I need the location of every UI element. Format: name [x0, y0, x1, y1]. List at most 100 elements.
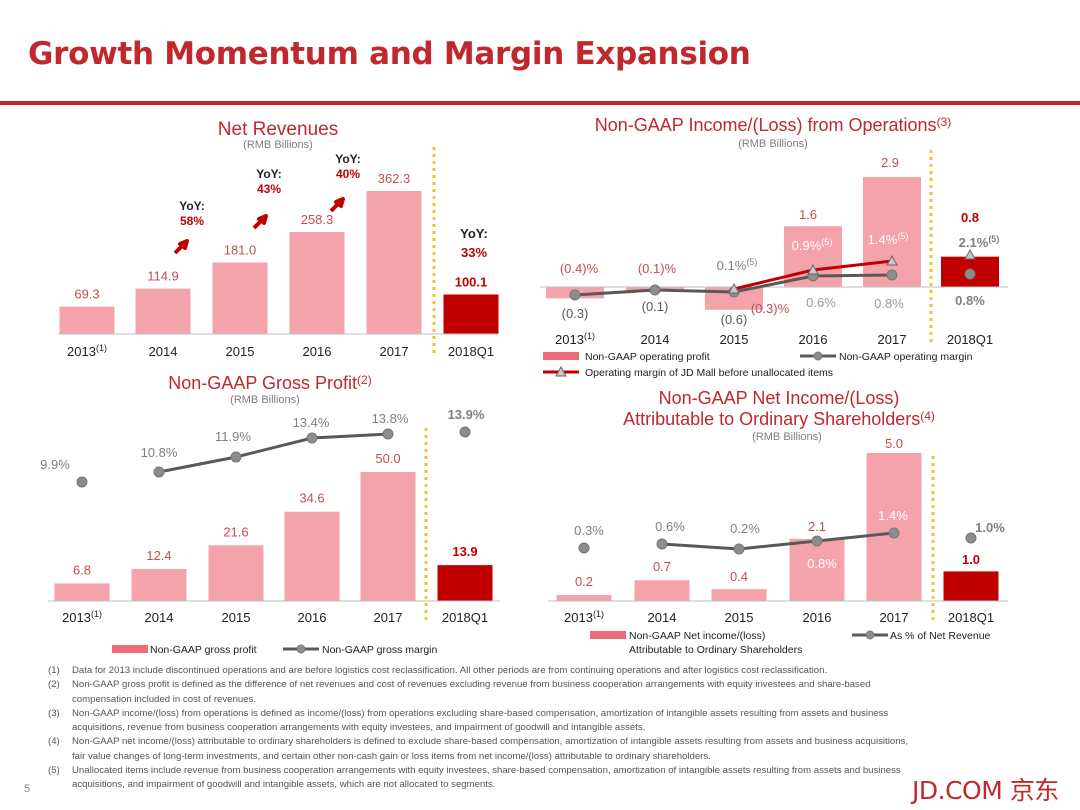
footnote-number: (1) — [48, 665, 60, 676]
footnote-text: Non-GAAP net income/(loss) attributable … — [72, 736, 908, 762]
data-label: (0.3) — [562, 306, 589, 321]
yoy-label: YoY: — [256, 167, 282, 181]
chart-title: Non-GAAP Gross Profit(2) — [168, 373, 371, 393]
chart-unit: (RMB Billions) — [738, 138, 808, 150]
x-tick-label: 2017 — [880, 610, 909, 625]
data-label: 34.6 — [299, 491, 324, 506]
footnote-ref: (5) — [988, 234, 999, 244]
x-tick-label: 2016 — [298, 610, 327, 625]
bar — [556, 595, 612, 601]
x-tick-label: 2018Q1 — [448, 344, 494, 359]
bar — [866, 453, 922, 601]
chart-title: Net Revenues — [218, 119, 338, 140]
legend-label: Non-GAAP gross margin — [322, 644, 438, 656]
chart-title: Non-GAAP Income/(Loss) from Operations(3… — [595, 115, 951, 135]
footnote: (4) Non-GAAP net income/(loss) attributab… — [48, 735, 918, 764]
series-line — [661, 531, 895, 551]
bar — [289, 232, 345, 334]
bar — [443, 294, 499, 334]
x-tick-label: 2013(1) — [555, 331, 595, 347]
data-label: 1.0 — [962, 552, 980, 567]
x-tick-label: 2014 — [641, 332, 670, 347]
data-label: 0.6% — [655, 519, 685, 534]
bar — [863, 177, 921, 287]
x-tick-label: 2018Q1 — [948, 610, 994, 625]
series-marker — [76, 476, 88, 488]
bar — [284, 511, 340, 601]
series-marker — [656, 538, 668, 550]
yoy-value: 58% — [180, 214, 204, 228]
footnote-number: (4) — [48, 736, 60, 748]
x-tick-label: 2013(1) — [67, 343, 107, 359]
footnote-ref: (5) — [821, 237, 832, 247]
data-label: 0.2 — [575, 574, 593, 589]
up-arrow-icon — [329, 197, 345, 213]
yoy-value: 43% — [257, 182, 281, 196]
series-marker — [382, 428, 394, 440]
data-label: 2.1 — [808, 519, 826, 534]
series-marker — [569, 289, 581, 301]
bar — [634, 580, 690, 601]
series-marker — [964, 268, 976, 280]
x-tick-label: 2016 — [303, 344, 332, 359]
series-marker — [306, 432, 318, 444]
legend-swatch — [590, 631, 626, 639]
footnote-ref: (1) — [91, 609, 102, 619]
yoy-label: YoY: — [460, 226, 488, 241]
series-marker — [965, 532, 977, 544]
series-marker — [886, 269, 898, 281]
footnotes: (1) Data for 2013 include discontinued op… — [48, 664, 918, 793]
bar — [711, 589, 767, 601]
footnote-ref: (5) — [897, 231, 908, 241]
x-tick-label: 2016 — [803, 610, 832, 625]
data-label: 114.9 — [147, 269, 179, 284]
footnote-text: Data for 2013 include discontinued opera… — [72, 665, 828, 676]
data-label: 0.8% — [955, 293, 985, 308]
x-tick-label: 2015 — [720, 332, 749, 347]
legend-marker — [865, 630, 875, 640]
data-label: (0.1) — [642, 299, 669, 314]
data-label: 69.3 — [74, 287, 99, 302]
data-label: 0.1%(5) — [717, 257, 758, 273]
legend-label: Non-GAAP operating margin — [839, 351, 973, 363]
bar — [437, 565, 493, 601]
footnote-text: Non-GAAP income/(loss) from operations i… — [72, 707, 889, 734]
data-label: 50.0 — [375, 451, 400, 466]
series-line — [158, 432, 389, 474]
chart-title: Non-GAAP Net Income/(Loss) — [659, 388, 900, 408]
x-tick-label: 2015 — [222, 610, 251, 625]
data-label: 0.7 — [653, 559, 671, 574]
series-marker — [811, 535, 823, 547]
data-label: 6.8 — [73, 562, 91, 577]
bar — [59, 306, 115, 334]
footnote-ref: (5) — [746, 257, 757, 267]
yoy-value: 40% — [336, 167, 360, 181]
data-label: 2.9 — [881, 155, 899, 170]
data-label: (0.4)% — [560, 261, 599, 276]
bar — [212, 262, 268, 334]
up-arrow-icon — [252, 214, 268, 230]
data-label: (0.1)% — [638, 261, 677, 276]
data-label: 1.4% — [878, 508, 908, 523]
bar — [54, 583, 110, 601]
page-number: 5 — [24, 783, 31, 795]
footnote: (1) Data for 2013 include discontinued op… — [48, 664, 918, 678]
series-marker — [230, 451, 242, 463]
data-label: 362.3 — [378, 171, 411, 186]
legend-swatch — [112, 645, 148, 653]
data-label: 0.3% — [574, 523, 604, 538]
data-label: 13.8% — [372, 411, 409, 426]
footnote-number: (3) — [48, 707, 60, 719]
legend-label: Non-GAAP gross profit — [150, 644, 257, 656]
x-tick-label: 2014 — [149, 344, 178, 359]
legend-label: As % of Net Revenue — [890, 630, 991, 642]
data-label: 0.6% — [806, 295, 836, 310]
x-tick-label: 2016 — [799, 332, 828, 347]
yoy-label: YoY: — [179, 199, 205, 213]
bar — [135, 288, 191, 334]
data-label: 5.0 — [885, 436, 903, 451]
series-marker — [649, 284, 661, 296]
data-label: 21.6 — [223, 524, 248, 539]
brand-logo: JD.COM 京东 — [912, 776, 1059, 805]
data-label: 10.8% — [141, 445, 178, 460]
